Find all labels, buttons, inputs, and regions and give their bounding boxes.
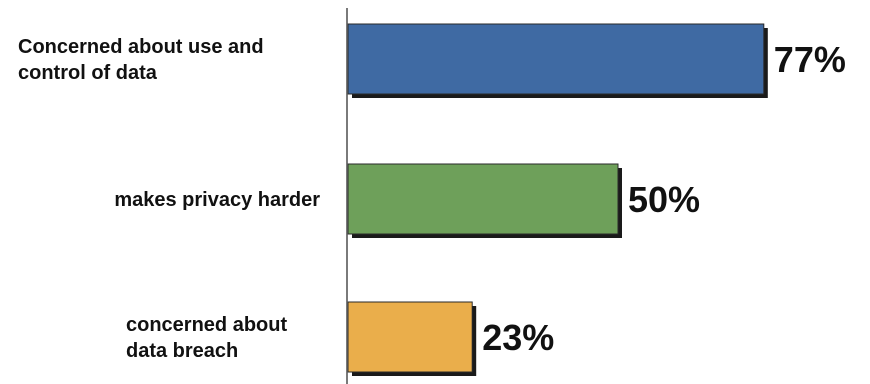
category-label: Concerned about use and control of data [18,36,264,84]
bar [347,23,765,95]
bar-value-label: 50% [628,179,700,220]
bar-value-label: 23% [482,317,554,358]
bar [347,301,473,373]
bar [347,163,619,235]
category-label: concerned about data breach [126,314,287,362]
category-label: makes privacy harder [114,189,320,211]
bar-value-label: 77% [774,39,846,80]
